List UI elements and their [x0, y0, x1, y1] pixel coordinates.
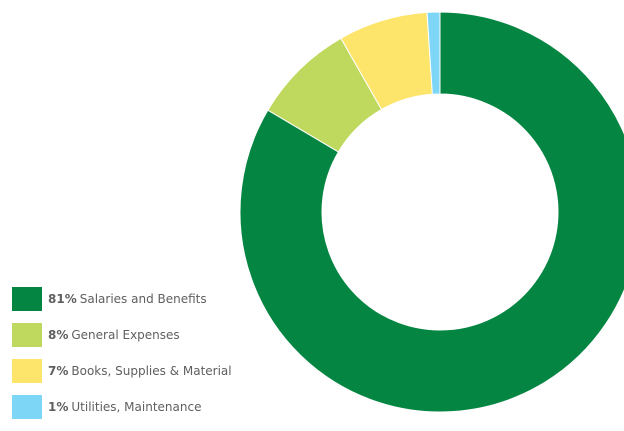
legend-swatch	[12, 287, 42, 311]
legend-item: 81% Salaries and Benefits	[12, 287, 242, 311]
donut-slice-salaries-and-benefits	[239, 11, 624, 413]
legend-percent: 8%	[48, 328, 69, 342]
donut-chart	[239, 11, 624, 413]
legend-swatch	[12, 323, 42, 347]
legend-label: 81% Salaries and Benefits	[48, 292, 207, 306]
legend-category: Utilities, Maintenance	[71, 400, 202, 414]
legend-item: 8% General Expenses	[12, 323, 242, 347]
legend-percent: 1%	[48, 400, 69, 414]
legend-swatch	[12, 359, 42, 383]
legend-percent: 81%	[48, 292, 77, 306]
legend-label: 8% General Expenses	[48, 328, 180, 342]
legend: 81% Salaries and Benefits 8% General Expen…	[12, 287, 242, 431]
legend-label: 1% Utilities, Maintenance	[48, 400, 201, 414]
legend-category: Books, Supplies & Material	[71, 364, 232, 378]
legend-swatch	[12, 395, 42, 419]
legend-label: 7% Books, Supplies & Material	[48, 364, 232, 378]
legend-category: General Expenses	[71, 328, 180, 342]
donut-slice-utilities-maintenance	[426, 11, 441, 95]
legend-item: 7% Books, Supplies & Material	[12, 359, 242, 383]
legend-percent: 7%	[48, 364, 69, 378]
legend-category: Salaries and Benefits	[79, 292, 207, 306]
legend-item: 1% Utilities, Maintenance	[12, 395, 242, 419]
